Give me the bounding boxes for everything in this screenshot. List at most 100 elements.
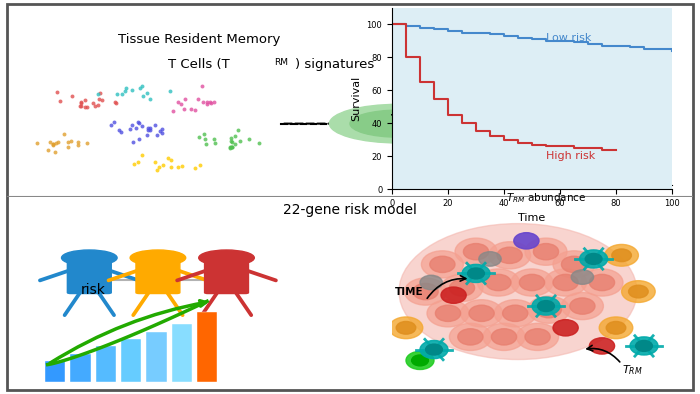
- Point: [500, 100, 512, 107]
- Point: [570, 76, 581, 83]
- Point: [44, 139, 55, 145]
- Circle shape: [561, 256, 587, 273]
- Point: [557, 85, 568, 92]
- Point: [573, 93, 584, 99]
- Point: [172, 98, 183, 105]
- Point: [74, 102, 85, 109]
- Circle shape: [413, 283, 438, 300]
- Point: [226, 138, 237, 145]
- Point: [58, 131, 69, 137]
- Point: [127, 139, 138, 145]
- Point: [132, 159, 144, 165]
- Point: [571, 112, 582, 119]
- Circle shape: [468, 268, 484, 279]
- Point: [190, 165, 201, 171]
- Point: [206, 99, 217, 106]
- Point: [526, 93, 537, 99]
- Point: [534, 108, 545, 115]
- Point: [461, 139, 472, 146]
- Point: [553, 87, 564, 94]
- Point: [643, 39, 655, 46]
- Point: [144, 125, 155, 131]
- Point: [51, 88, 62, 95]
- Point: [440, 139, 452, 146]
- Point: [32, 140, 43, 146]
- Point: [434, 144, 445, 151]
- Point: [531, 112, 542, 119]
- Circle shape: [605, 244, 638, 266]
- Point: [489, 119, 500, 125]
- Point: [136, 123, 148, 129]
- Point: [590, 73, 601, 79]
- Circle shape: [514, 232, 539, 249]
- Point: [489, 93, 500, 99]
- Circle shape: [629, 285, 648, 298]
- Point: [440, 174, 451, 180]
- Circle shape: [441, 274, 483, 301]
- Point: [165, 157, 176, 163]
- Point: [195, 162, 206, 168]
- Circle shape: [532, 297, 560, 315]
- Point: [460, 154, 471, 160]
- Point: [202, 101, 213, 107]
- Point: [464, 125, 475, 131]
- Point: [105, 122, 116, 128]
- Point: [124, 126, 135, 132]
- Point: [92, 102, 104, 108]
- Circle shape: [528, 296, 570, 323]
- Point: [429, 158, 440, 164]
- Point: [142, 127, 153, 134]
- Point: [451, 110, 462, 116]
- Point: [511, 92, 522, 98]
- Circle shape: [636, 340, 652, 351]
- Point: [652, 52, 663, 58]
- Point: [108, 119, 120, 125]
- X-axis label: Time: Time: [519, 214, 545, 223]
- Point: [200, 141, 211, 147]
- Circle shape: [525, 329, 550, 345]
- Point: [141, 90, 153, 96]
- Point: [141, 132, 153, 138]
- Point: [444, 160, 456, 166]
- Point: [566, 97, 578, 104]
- Point: [648, 39, 659, 45]
- Point: [93, 91, 104, 97]
- Circle shape: [350, 110, 446, 137]
- Point: [621, 63, 632, 69]
- Point: [464, 128, 475, 134]
- Point: [136, 152, 148, 158]
- Circle shape: [455, 238, 497, 265]
- Point: [155, 128, 166, 134]
- Point: [131, 125, 142, 131]
- Point: [66, 93, 78, 100]
- Point: [166, 164, 177, 170]
- Text: Tissue Resident Memory: Tissue Resident Memory: [118, 33, 280, 46]
- Point: [232, 126, 244, 133]
- Point: [498, 112, 509, 118]
- Point: [82, 140, 93, 146]
- Point: [514, 89, 525, 96]
- Point: [48, 142, 59, 148]
- FancyBboxPatch shape: [204, 260, 248, 294]
- Bar: [197, 312, 217, 382]
- Point: [52, 138, 64, 145]
- Text: TIME: TIME: [395, 287, 424, 297]
- Point: [138, 93, 149, 99]
- Point: [227, 144, 238, 150]
- Circle shape: [479, 252, 501, 266]
- Point: [619, 52, 630, 59]
- Point: [624, 67, 635, 74]
- Point: [88, 100, 99, 106]
- Point: [586, 63, 597, 69]
- Point: [224, 144, 235, 150]
- Point: [583, 83, 594, 89]
- Point: [451, 132, 462, 139]
- Circle shape: [561, 292, 603, 320]
- Point: [89, 103, 100, 110]
- Point: [178, 106, 190, 112]
- Point: [142, 125, 153, 131]
- Point: [428, 125, 439, 132]
- Circle shape: [536, 301, 561, 318]
- Point: [111, 100, 122, 106]
- Y-axis label: Immune features: Immune features: [407, 56, 417, 145]
